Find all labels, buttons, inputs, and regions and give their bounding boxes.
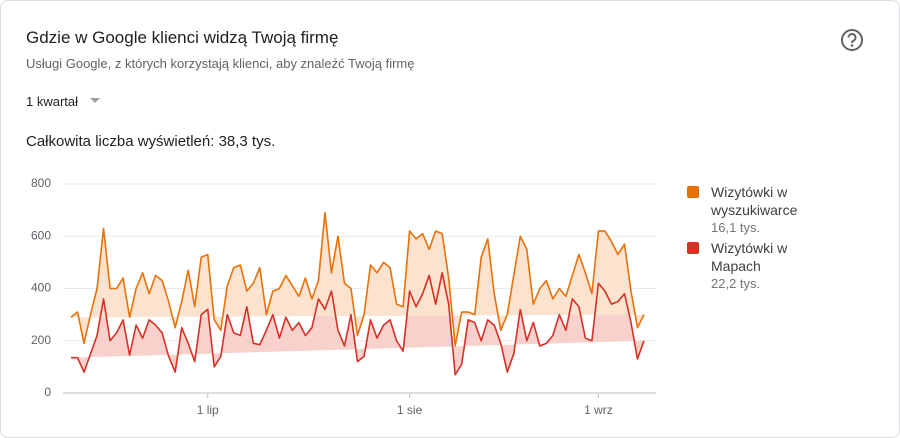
x-tick-label: 1 sie (397, 403, 423, 417)
legend-total: 22,2 tys. (711, 276, 761, 291)
legend-swatch (687, 242, 699, 254)
legend-label: Wizytówki w wyszukiwarce (711, 184, 798, 218)
total-views: Całkowita liczba wyświetleń: 38,3 tys. (26, 133, 276, 150)
y-tick-label: 800 (31, 176, 51, 190)
legend-item: Wizytówki w Mapach 22,2 tys. (687, 239, 837, 293)
period-label: 1 kwartał (26, 94, 79, 109)
legend-total: 16,1 tys. (711, 220, 761, 235)
area (71, 272, 644, 375)
y-tick-label: 0 (44, 385, 51, 399)
legend-swatch (687, 186, 699, 198)
y-tick-label: 600 (31, 228, 51, 242)
y-tick-label: 400 (31, 281, 51, 295)
legend-item: Wizytówki w wyszukiwarce 16,1 tys. (687, 183, 837, 237)
y-tick-label: 200 (31, 333, 51, 347)
help-icon[interactable] (839, 27, 865, 53)
subtitle: Usługi Google, z których korzystają klie… (26, 56, 415, 71)
area (71, 212, 644, 346)
x-tick-label: 1 wrz (584, 403, 613, 417)
series-line (70, 211, 645, 347)
dropdown-arrow (89, 98, 100, 103)
legend-label: Wizytówki w Mapach (711, 240, 788, 274)
title: Gdzie w Google klienci widzą Twoją firmę (26, 28, 339, 47)
series-line (71, 272, 645, 376)
period-select[interactable]: 1 kwartał (26, 94, 102, 109)
x-tick-label: 1 lip (197, 403, 219, 417)
